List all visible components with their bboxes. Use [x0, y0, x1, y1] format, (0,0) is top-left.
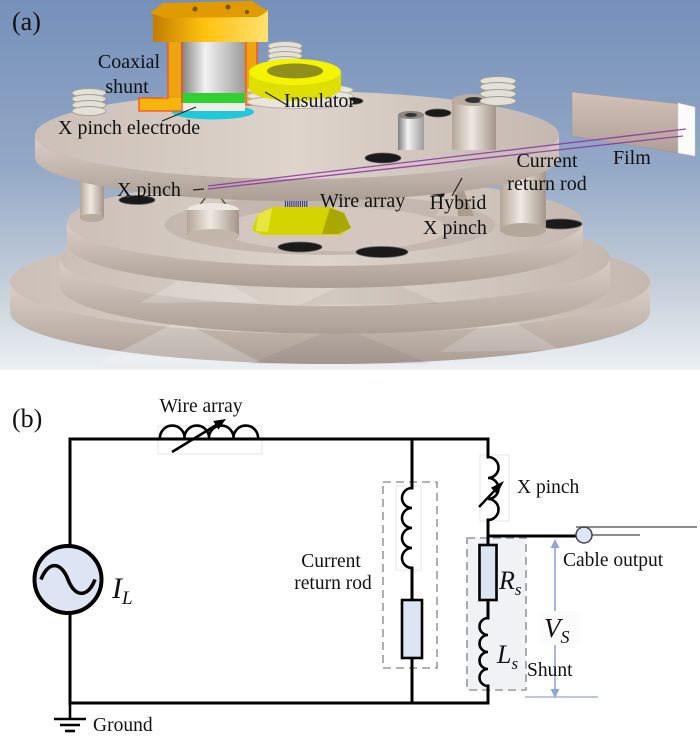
- label-current-return-rod-a2: return rod: [507, 173, 586, 195]
- shunt-dashed-box: [466, 537, 527, 691]
- current-return-rod-dashed-box: [382, 481, 438, 669]
- bracket-outline-left: [138, 40, 183, 112]
- label-film: Film: [613, 147, 651, 169]
- label-insulator: Insulator: [284, 90, 355, 112]
- label-hybrid-2: X pinch: [423, 217, 487, 239]
- label-x-pinch-a: X pinch: [117, 179, 181, 201]
- label-x-pinch-electrode: X pinch electrode: [58, 117, 200, 139]
- panel-b-tag: (b): [12, 404, 42, 433]
- x-pinch-inductor: [478, 455, 504, 522]
- leader-lines: [161, 91, 463, 197]
- shunt-green-ring: [181, 93, 245, 103]
- load-current-symbol: IL: [111, 572, 133, 609]
- label-ground: Ground: [93, 715, 153, 736]
- xray-beams: [207, 128, 687, 190]
- panel-b-canvas: (b) Wire array X pinch Current return ro…: [0, 370, 700, 738]
- panel-a: (a) Coaxial shunt X pinch electrode Insu…: [0, 0, 700, 370]
- shunt-cylinder: [181, 36, 245, 93]
- wire-array-anode: [252, 207, 351, 235]
- shunt-voltage-symbol: VS: [544, 613, 570, 647]
- x-pinch-box: [479, 454, 510, 522]
- label-wire-array-a: Wire array: [320, 190, 405, 212]
- insulator-assembly: [246, 41, 354, 109]
- cable-output-symbol: [575, 526, 697, 544]
- panel-b: (b) Wire array X pinch Current return ro…: [0, 370, 700, 738]
- spring-screw-right: [479, 76, 517, 106]
- ground-symbol: [54, 703, 86, 733]
- label-x-pinch-b: X pinch: [517, 477, 580, 498]
- circuit-wires: [68, 437, 578, 705]
- label-current-return-rod-a1: Current: [516, 150, 578, 172]
- label-wire-array-b: Wire array: [159, 396, 242, 417]
- label-coaxial-shunt-1: Coaxial: [98, 51, 161, 73]
- wire-array-inductor: [158, 419, 260, 454]
- shunt-resistor: [478, 543, 498, 602]
- label-current-return-rod-b2: return rod: [294, 573, 372, 594]
- shunt-resistor-symbol: Rs: [498, 566, 522, 599]
- panel-a-tag: (a): [12, 7, 41, 36]
- wire-array-arrowhead: [213, 419, 226, 430]
- label-cable-output: Cable output: [563, 550, 664, 571]
- label-current-return-rod-b1: Current: [301, 551, 361, 572]
- x-pinch-arrowhead: [490, 481, 504, 495]
- shunt-branch: [478, 543, 498, 688]
- circuit-background: [0, 370, 700, 738]
- shunt-inductor: [478, 616, 489, 688]
- current-return-rod-branch: [400, 486, 424, 660]
- spring-screw-left: [71, 88, 107, 116]
- label-coaxial-shunt-2: shunt: [105, 76, 149, 98]
- film-plate: [571, 91, 696, 157]
- current-return-rod-resistor: [400, 598, 424, 660]
- panel-a-canvas: (a) Coaxial shunt X pinch electrode Insu…: [0, 0, 700, 370]
- cr-inductor-box: [395, 485, 422, 571]
- shunt-inductor-symbol: Ls: [496, 640, 518, 673]
- label-hybrid-1: Hybrid: [430, 192, 487, 214]
- label-shunt: Shunt: [527, 660, 573, 681]
- current-source: [32, 544, 104, 615]
- vs-label-backing: [540, 611, 580, 645]
